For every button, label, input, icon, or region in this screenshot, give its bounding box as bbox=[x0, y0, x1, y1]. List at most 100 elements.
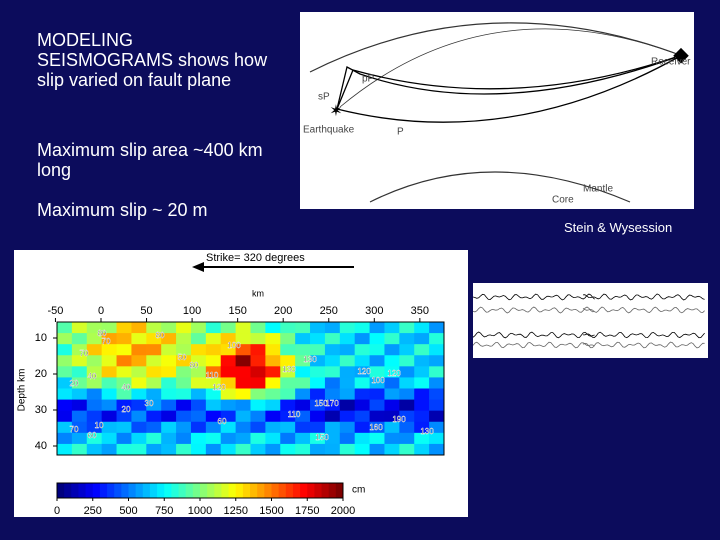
slip-cell bbox=[369, 322, 385, 334]
colorbar-cell bbox=[64, 483, 72, 498]
slip-cell bbox=[190, 322, 207, 334]
slip-cell bbox=[399, 333, 415, 345]
slip-cell bbox=[116, 388, 132, 401]
seismogram-trace bbox=[582, 341, 705, 349]
slip-cell bbox=[101, 333, 118, 345]
seismogram-trace bbox=[473, 293, 595, 301]
seismogram-trace bbox=[582, 331, 705, 339]
slip-cell bbox=[250, 355, 266, 367]
slip-cell bbox=[369, 399, 385, 412]
slip-cell bbox=[86, 432, 103, 445]
slip-cell bbox=[161, 355, 177, 367]
slip-cell bbox=[369, 388, 385, 401]
slip-cell bbox=[71, 377, 88, 389]
y-tick-label: 20 bbox=[35, 368, 47, 380]
slip-cell bbox=[399, 366, 415, 378]
slip-cell bbox=[384, 366, 400, 378]
slip-cell bbox=[146, 377, 162, 389]
x-unit: km bbox=[252, 288, 264, 298]
slip-cell bbox=[384, 322, 400, 334]
slip-cell bbox=[354, 344, 371, 356]
slip-cell bbox=[324, 388, 341, 401]
slip-cell bbox=[190, 388, 207, 401]
colorbar-cell bbox=[221, 483, 230, 498]
slip-cell bbox=[310, 344, 326, 356]
slip-cell bbox=[250, 377, 266, 389]
slip-cell bbox=[280, 355, 296, 367]
colorbar-cell bbox=[92, 483, 101, 498]
contour-label: 130 bbox=[282, 365, 296, 374]
slip-cell bbox=[57, 443, 73, 456]
slip-cell bbox=[176, 410, 192, 423]
slip-cell bbox=[86, 443, 103, 456]
slip-cell bbox=[399, 421, 415, 434]
slip-cell bbox=[265, 322, 281, 334]
slip-cell bbox=[220, 399, 237, 412]
slip-cell bbox=[205, 322, 222, 334]
slip-cell bbox=[354, 366, 371, 378]
contour-label: 120 bbox=[387, 369, 401, 378]
colorbar-cell bbox=[242, 483, 251, 498]
slip-cell bbox=[71, 410, 88, 423]
ray bbox=[336, 54, 683, 110]
slip-cell bbox=[116, 322, 132, 334]
slip-cell bbox=[161, 432, 177, 445]
slip-cell bbox=[71, 421, 88, 434]
seismogram-trace bbox=[473, 306, 595, 314]
colorbar-tick-label: 0 bbox=[54, 505, 60, 517]
x-tick-label: 200 bbox=[274, 305, 292, 317]
slip-cell bbox=[71, 322, 88, 334]
slip-cell bbox=[235, 432, 251, 445]
slip-cell bbox=[339, 388, 356, 401]
strike-label: Strike= 320 degrees bbox=[206, 252, 305, 264]
label: pP bbox=[362, 74, 375, 85]
slip-cell bbox=[190, 366, 207, 378]
slip-cell bbox=[339, 333, 356, 345]
slip-cell bbox=[220, 344, 237, 356]
contour-label: 20 bbox=[70, 379, 79, 388]
slip-cell bbox=[131, 355, 147, 367]
colorbar-cell bbox=[164, 483, 172, 498]
slip-cell bbox=[235, 399, 251, 412]
slip-cell bbox=[205, 399, 222, 412]
slip-cell bbox=[369, 410, 385, 423]
slip-cell bbox=[146, 432, 162, 445]
slip-cell bbox=[384, 432, 400, 445]
colorbar-cell bbox=[78, 483, 87, 498]
slip-cell bbox=[429, 421, 445, 434]
colorbar-cell bbox=[121, 483, 129, 498]
label: Core bbox=[552, 195, 574, 206]
slip-cell bbox=[161, 399, 177, 412]
slip-cell bbox=[116, 432, 132, 445]
colorbar-tick-label: 750 bbox=[155, 505, 173, 517]
label: Mantle bbox=[583, 184, 613, 195]
x-tick-label: 300 bbox=[365, 305, 383, 317]
slip-cell bbox=[265, 399, 281, 412]
slip-cell bbox=[146, 366, 162, 378]
slip-cell bbox=[146, 322, 162, 334]
slip-cell bbox=[324, 355, 341, 367]
slip-cell bbox=[429, 366, 445, 378]
bullet: Maximum slip ~ 20 m bbox=[37, 200, 208, 220]
slip-cell bbox=[324, 399, 341, 412]
colorbar-cell bbox=[200, 483, 208, 498]
slip-cell bbox=[57, 399, 73, 412]
slip-cell bbox=[354, 443, 371, 456]
slip-cell bbox=[57, 333, 73, 345]
slip-cell bbox=[101, 366, 118, 378]
slip-cell bbox=[131, 443, 147, 456]
colorbar-cell bbox=[321, 483, 330, 498]
contour-label: 70 bbox=[70, 425, 79, 434]
slip-cell bbox=[280, 410, 296, 423]
slip-cell bbox=[369, 443, 385, 456]
slip-cell bbox=[71, 443, 88, 456]
slip-cell bbox=[414, 399, 430, 412]
slip-cell bbox=[339, 443, 356, 456]
colorbar-cell bbox=[142, 483, 151, 498]
slip-cell bbox=[429, 388, 445, 401]
slip-cell bbox=[86, 344, 103, 356]
slip-cell bbox=[414, 443, 430, 456]
slip-cell bbox=[131, 322, 147, 334]
slip-cell bbox=[176, 443, 192, 456]
slip-cell bbox=[176, 344, 192, 356]
